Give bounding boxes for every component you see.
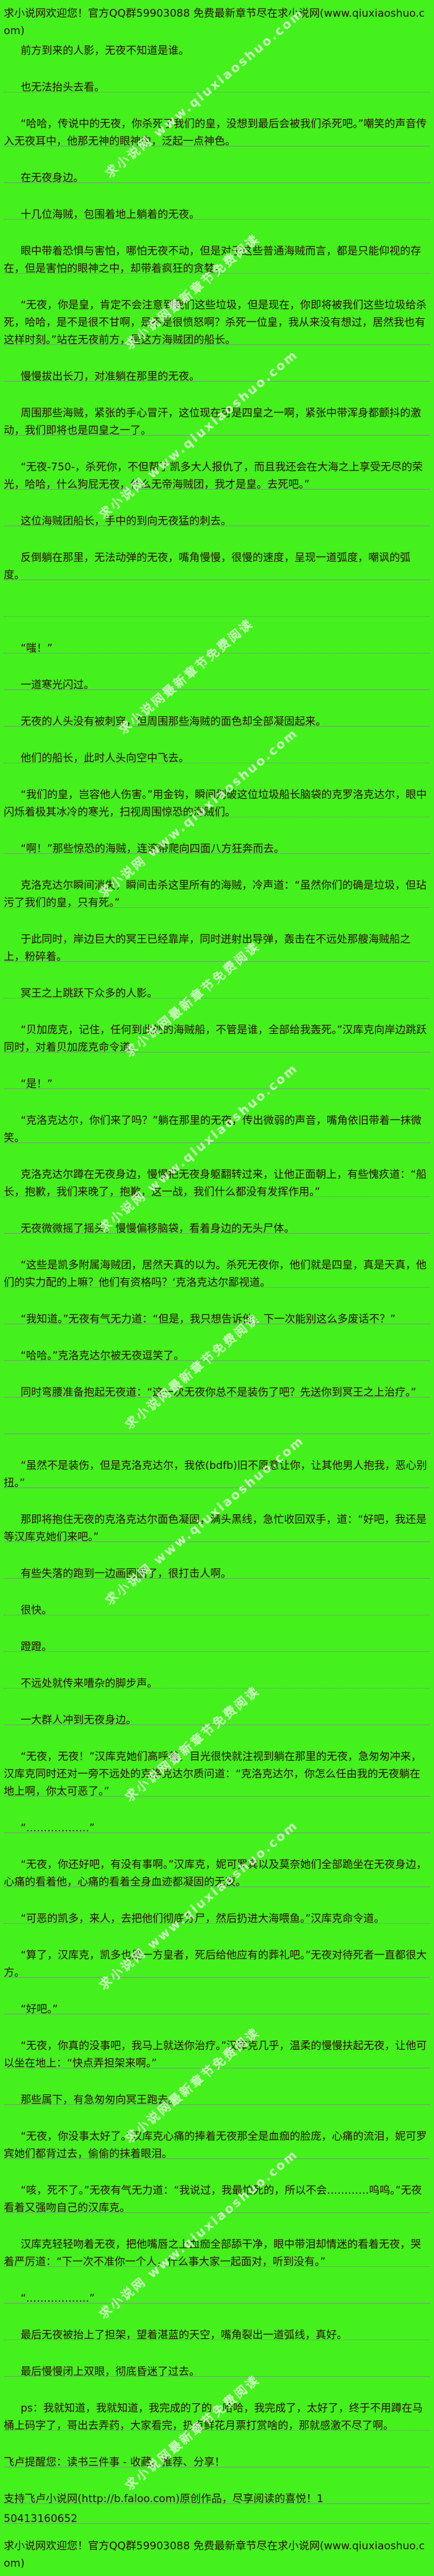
reminder-line: 飞卢提醒您：读书三件事 - 收藏、推荐、分享！ bbox=[4, 2454, 430, 2471]
paragraph: 克洛克达尔蹲在无夜身边，慢慢把无夜身躯翻转过来，让他正面朝上，有些愧疚道：“船长… bbox=[4, 1166, 430, 1201]
paragraph: “无夜，你还好吧，有没有事啊。”汉库克，妮可罗宾以及莫奈她们全部跪坐在无夜身边，… bbox=[4, 1856, 430, 1891]
paragraph-author-note: ps：我就知道，我就知道，我完成的了的，哈哈，我完成了，太好了，终于不用蹲在马桶… bbox=[4, 2400, 430, 2435]
paragraph: “哈哈，传说中的无夜，你杀死了我们的皇，没想到最后会被我们杀死吧。”嘲笑的声音传… bbox=[4, 115, 430, 150]
paragraph: 也无法抬头去看。 bbox=[4, 79, 430, 96]
book-id: 50413160652 bbox=[4, 2510, 430, 2528]
paragraph: 那即将抱住无夜的克洛克达尔面色凝固，满头黑线，急忙收回双手，道：“好吧，我还是等… bbox=[4, 1511, 430, 1546]
paragraph: “无夜，你真的没事吧，我马上就送你治疗。”汉库克几乎，温柔的慢慢扶起无夜，让他可… bbox=[4, 2037, 430, 2072]
paragraph: “嗤！” bbox=[4, 640, 430, 657]
paragraph: 冥王之上跳跃下众多的人影。 bbox=[4, 985, 430, 1002]
paragraph: 蹬蹬。 bbox=[4, 1638, 430, 1656]
paragraph: “是！” bbox=[4, 1075, 430, 1093]
support-line: 支持飞卢小说网(http://b.faloo.com)原创作品，尽享阅读的喜悦！… bbox=[4, 2490, 430, 2508]
paragraph: 同时弯腰准备抱起无夜道：“这一次无夜你总不是装伤了吧？先送你到冥王之上治疗。” bbox=[4, 1384, 430, 1401]
paragraph: “哈哈。”克洛克达尔被无夜逗笑了。 bbox=[4, 1347, 430, 1365]
paragraph: 那些属下，有急匆匆向冥王跑去。 bbox=[4, 2091, 430, 2109]
paragraph: 这位海贼团船长，手中的到向无夜猛的刺去。 bbox=[4, 513, 430, 530]
site-banner-top: 求小说网欢迎您！官方QQ群59903088 免费最新章节尽在求小说网(www.q… bbox=[4, 7, 425, 37]
paragraph: “无夜，无夜！”汉库克她们高呼着，目光很快就注视到躺在那里的无夜，急匆匆冲来，汉… bbox=[4, 1748, 430, 1800]
paragraph: 无夜微微摇了摇头，慢慢偏移脑袋，看着身边的无头尸体。 bbox=[4, 1220, 430, 1237]
paragraph: 很快。 bbox=[4, 1602, 430, 1619]
paragraph: “无夜，你是皇，肯定不会注意到我们这些垃圾，但是现在，你即将被我们这些垃圾给杀死… bbox=[4, 297, 430, 349]
paragraph: “贝加庞克，记住，任何到此处的海贼船，不管是谁，全部给我轰死。”汉库克向岸边跳跃… bbox=[4, 1021, 430, 1056]
paragraph: 最后无夜被抬上了担架，望着湛蓝的天空，嘴角裂出一道弧线，真好。 bbox=[4, 2327, 430, 2344]
paragraph-empty bbox=[4, 1420, 430, 1438]
paragraph: 在无夜身边。 bbox=[4, 169, 430, 187]
paragraph: 汉库克轻轻吻着无夜，把他嘴唇之上血痂全部舔干净，眼中带泪却情迷的看着无夜，哭着严… bbox=[4, 2236, 430, 2271]
paragraph: “咳，死不了。”无夜有气无力道：“我说过，我最怕死的，所以不会…………呜呜。”无… bbox=[4, 2182, 430, 2217]
paragraph: “………………” bbox=[4, 2290, 430, 2307]
paragraph: 十几位海贼，包围着地上躺着的无夜。 bbox=[4, 206, 430, 223]
paragraph: 克洛克达尔瞬间消失，瞬间击杀这里所有的海贼，冷声道：“虽然你们的确是垃圾，但玷污… bbox=[4, 877, 430, 912]
paragraph: 前方到来的人影，无夜不知道是谁。 bbox=[20, 45, 190, 57]
paragraph: “算了，汉库克，凯多也是一方皇者，死后给他应有的葬礼吧。”无夜对待死者一直都很大… bbox=[4, 1947, 430, 1981]
paragraph: 他们的船长，此时人头向空中飞去。 bbox=[4, 750, 430, 767]
paragraph: “我们的皇，岂容他人伤害。”用金钩，瞬间划破这位垃圾船长脑袋的克罗洛克达尔，眼中… bbox=[4, 786, 430, 821]
paragraph: 周围那些海贼，紧张的手心冒汗，这位现在可是四皇之一啊，紧张中带浑身都颤抖的激动，… bbox=[4, 405, 430, 439]
paragraph: 于此同时，岸边巨大的冥王已经靠岸，同时迸射出导弹，轰击在不远处那艘海贼船之上，粉… bbox=[4, 931, 430, 966]
paragraph: 反倒躺在那里，无法动弹的无夜，嘴角慢慢，很慢的速度，呈现一道弧度，嘲讽的弧度。 bbox=[4, 549, 430, 584]
paragraph: 最后慢慢闭上双眼，彻底昏迷了过去。 bbox=[4, 2363, 430, 2381]
paragraph: “好吧。” bbox=[4, 2001, 430, 2018]
paragraph: 一大群人冲到无夜身边。 bbox=[4, 1712, 430, 1729]
paragraph: 慢慢拔出长刀，对准躺在那里的无夜。 bbox=[4, 368, 430, 385]
paragraph: “无夜-750-，杀死你，不但帮了凯多大人报仇了，而且我还会在大海之上享受无尽的… bbox=[4, 459, 430, 493]
paragraph: “无夜，你没事太好了。”汉库克心痛的捧着无夜那全是血痂的脸庞，心痛的流泪，妮可罗… bbox=[4, 2128, 430, 2163]
paragraph-empty bbox=[4, 603, 430, 621]
paragraph: 眼中带着恐惧与害怕，哪怕无夜不动，但是对于这些普通海贼而言，都是只能仰视的存在，… bbox=[4, 243, 430, 277]
paragraph: 不远处就传来嘈杂的脚步声。 bbox=[4, 1675, 430, 1692]
site-banner-bottom: 求小说网欢迎您！官方QQ群59903088 免费最新章节尽在求小说网(www.q… bbox=[4, 2540, 425, 2570]
paragraph: “啊！”那些惊恐的海贼，连滚带爬向四面八方狂奔而去。 bbox=[4, 840, 430, 858]
paragraph: 有些失落的跑到一边画圈圈了，很打击人啊。 bbox=[4, 1565, 430, 1582]
paragraph: 无夜的人头没有被刺穿，但周围那些海贼的面色却全部凝固起来。 bbox=[4, 713, 430, 730]
paragraph: “这些是凯多附属海贼团，居然天真的以为。杀死无夜你，他们就是四皇，真是天真，他们… bbox=[4, 1257, 430, 1291]
paragraph: 一道寒光闪过。 bbox=[4, 676, 430, 694]
paragraph: “………………” bbox=[4, 1820, 430, 1837]
paragraph: “克洛克达尔，你们来了吗？”躺在那里的无夜，传出微弱的声音，嘴角依旧带着一抹微笑… bbox=[4, 1112, 430, 1147]
paragraph: “虽然不是装伤，但是克洛克达尔，我依(bdfb)旧不愿意让你，让其他男人抱我，恶… bbox=[4, 1457, 430, 1492]
paragraph: “我知道。”无夜有气无力道：“但是，我只想告诉他，下一次能别这么多废话不？” bbox=[4, 1311, 430, 1328]
paragraph: “可恶的凯多，来人，去把他们彻底分尸，然后扔进大海喂鱼。”汉库克命令道。 bbox=[4, 1910, 430, 1928]
